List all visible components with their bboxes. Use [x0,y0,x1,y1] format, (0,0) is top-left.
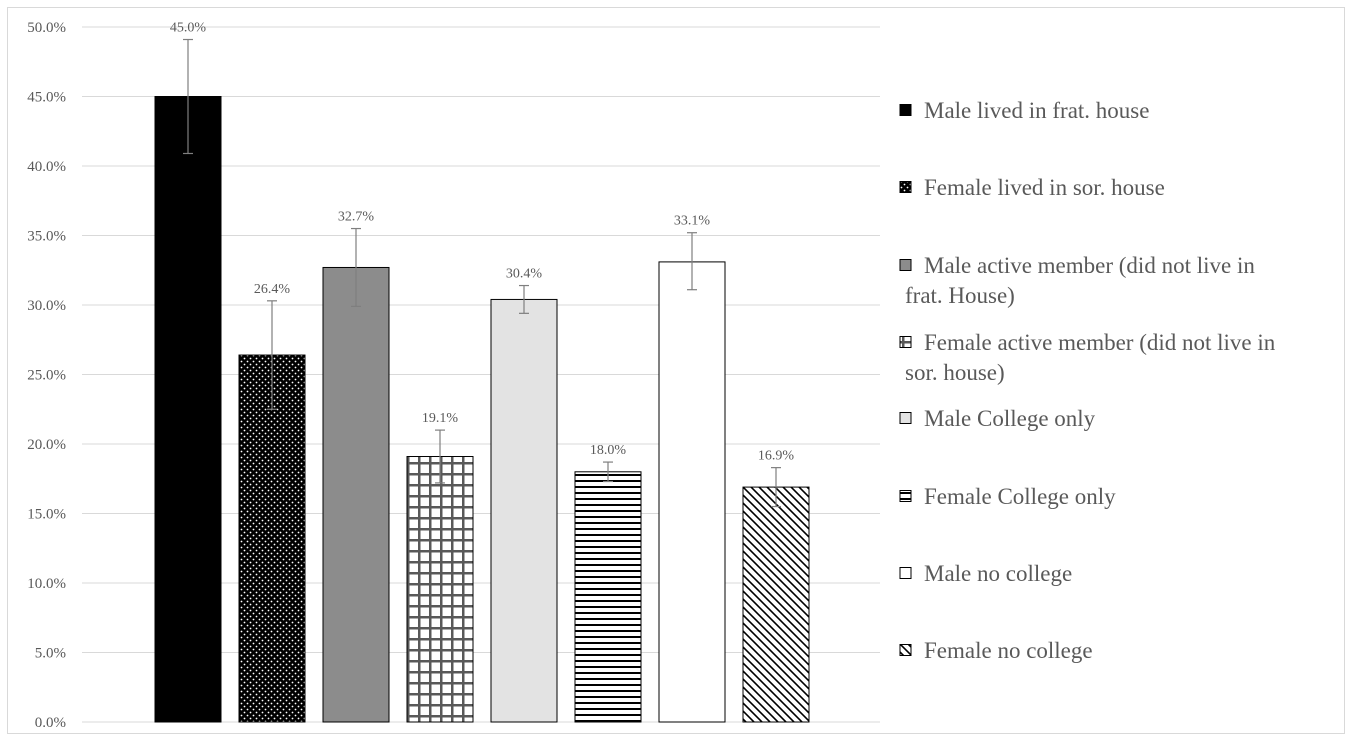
legend-label: Female no college [924,638,1093,663]
bar [238,354,306,723]
legend-swatch [899,644,912,656]
bar [658,261,726,723]
data-label: 26.4% [254,282,291,297]
bar-group: 19.1% [406,411,474,723]
legend-swatch [899,104,912,116]
bar-group: 33.1% [658,214,726,723]
legend-swatch [899,259,912,271]
legend-item: Male active member (did not live in frat.… [899,253,1255,308]
legend-label: Male no college [924,561,1072,586]
data-label: 33.1% [674,214,711,229]
bar [574,471,642,723]
legend-item: Male College only [899,406,1096,431]
data-label: 19.1% [422,411,459,426]
bar-group: 45.0% [154,21,222,723]
legend: Male lived in frat. house Female lived in… [899,98,1276,663]
bar [322,266,390,723]
data-label: 18.0% [590,443,627,458]
legend-item: Female active member (did not live in sor… [899,330,1276,385]
data-label: 32.7% [338,210,375,225]
y-tick-label: 15.0% [27,507,66,523]
legend-item: Female College only [899,484,1116,509]
legend-item: Female no college [899,638,1093,663]
legend-swatch [899,567,912,579]
legend-swatch [899,336,912,348]
legend-swatch [899,412,912,424]
bar-group: 32.7% [322,210,390,723]
legend-swatch [899,181,912,193]
y-tick-label: 50.0% [27,20,66,36]
y-tick-label: 25.0% [27,368,66,384]
bar [742,486,810,723]
legend-label: Male College only [924,406,1096,431]
bar-group: 26.4% [238,282,306,723]
data-label: 16.9% [758,449,795,464]
legend-label: Female College only [924,484,1116,509]
bar [154,96,222,723]
y-tick-label: 10.0% [27,576,66,592]
bar [490,298,558,723]
legend-label: frat. House) [905,283,1015,308]
bar-group: 30.4% [490,267,558,723]
bar-group: 18.0% [574,443,642,723]
legend-label: Male active member (did not live in [924,253,1255,278]
data-label: 30.4% [506,267,543,282]
legend-label: Female active member (did not live in [924,330,1276,355]
y-tick-label: 35.0% [27,229,66,245]
legend-item: Female lived in sor. house [899,175,1165,200]
y-tick-label: 20.0% [27,437,66,453]
data-label: 45.0% [170,21,207,36]
legend-label: Female lived in sor. house [924,175,1165,200]
legend-label: sor. house) [905,360,1005,385]
bar [406,456,474,723]
y-tick-label: 30.0% [27,298,66,314]
y-tick-label: 45.0% [27,90,66,106]
bar-group: 16.9% [742,449,810,723]
y-tick-label: 5.0% [35,646,66,662]
y-tick-label: 40.0% [27,159,66,175]
legend-label: Male lived in frat. house [924,98,1149,123]
y-tick-label: 0.0% [35,715,66,731]
legend-item: Male no college [899,561,1072,586]
legend-item: Male lived in frat. house [899,98,1149,123]
bars: 45.0% 26.4% 32.7% 19.1% 30.4% 18.0% 33.1% 16.9% [154,21,810,723]
legend-swatch [899,490,912,502]
y-axis-ticks: 0.0% 5.0% 10.0% 15.0% 20.0% 25.0% 30.0% 35.0% 40… [27,20,66,731]
